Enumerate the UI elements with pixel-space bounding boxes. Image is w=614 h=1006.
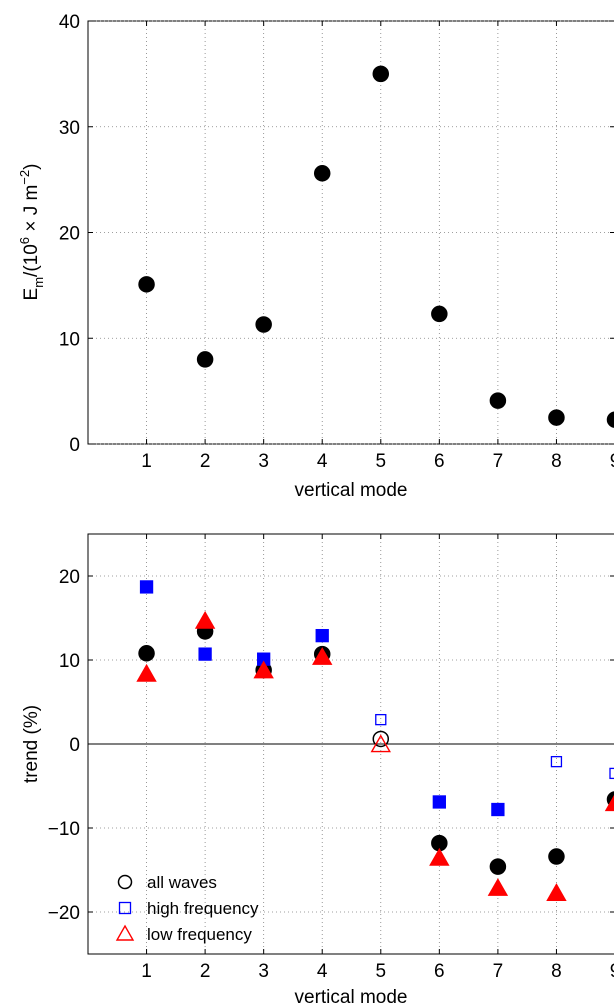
bottom-ytick-label: −10 <box>48 819 80 840</box>
top-ylabel-e: E <box>21 288 42 301</box>
legend-marker <box>117 874 133 890</box>
top-xtick-label: 9 <box>610 451 614 472</box>
bottom-point-s0 <box>372 730 390 748</box>
bottom-grid <box>88 534 614 954</box>
top-xtick-label: 2 <box>200 451 211 472</box>
bottom-xlabel: vertical mode <box>295 987 408 1006</box>
top-ylabel-sup2: −2 <box>17 170 32 185</box>
bottom-ytick-label: 0 <box>69 735 80 756</box>
bottom-point-s0 <box>489 858 507 875</box>
top-point-s0 <box>606 411 614 428</box>
bottom-point-s1 <box>315 628 329 643</box>
bottom-ticks: 1 2 3 4 5 6 7 8 9 −20 −10 0 10 20 <box>48 534 614 982</box>
top-point-s0 <box>196 351 214 368</box>
top-marks <box>138 65 614 428</box>
top-ytick-label: 20 <box>59 224 80 245</box>
panel-trend: 1 2 3 4 5 6 7 8 9 −20 −10 0 10 20 vertical mode trend… <box>21 533 614 1006</box>
bottom-ytick-label: 10 <box>59 651 80 672</box>
top-ytick-label: 40 <box>59 12 80 33</box>
top-ylabel-end: ) <box>21 164 42 170</box>
bottom-point-s2 <box>429 847 450 866</box>
top-ylabel-rest: /(10 <box>21 244 42 277</box>
top-ytick-label: 0 <box>69 435 80 456</box>
bottom-point-s1 <box>198 647 212 661</box>
top-xtick-label: 5 <box>375 451 386 472</box>
top-ylabel: Em/(106 × J m−2) <box>17 164 46 301</box>
top-point-s0 <box>138 276 155 293</box>
bottom-point-s1 <box>432 795 446 809</box>
bottom-ytick-label: −20 <box>48 903 80 924</box>
bottom-xtick-label: 7 <box>493 961 504 982</box>
top-xlabel: vertical mode <box>295 480 408 501</box>
top-point-s0 <box>548 409 565 426</box>
top-xtick-label: 6 <box>434 451 445 472</box>
bottom-xtick-label: 2 <box>200 961 211 982</box>
bottom-point-s2 <box>604 794 614 812</box>
bottom-point-s2 <box>546 883 567 901</box>
legend-label: high frequency <box>147 899 259 918</box>
top-grid <box>88 20 614 445</box>
top-ytick-label: 10 <box>59 329 80 350</box>
bottom-point-s2 <box>253 660 274 679</box>
panel-energy: 123456789010203040 vertical mode Em/(106… <box>17 12 614 501</box>
bottom-xtick-label: 9 <box>610 961 614 982</box>
top-point-s0 <box>431 305 448 323</box>
bottom-point-s1 <box>491 802 505 817</box>
top-plot-area <box>87 20 614 445</box>
top-point-s0 <box>372 65 390 83</box>
legend-label: low frequency <box>147 925 252 944</box>
bottom-ylabel: trend (%) <box>21 705 42 783</box>
top-xtick-label: 1 <box>141 451 152 472</box>
top-xtick-label: 7 <box>493 451 504 472</box>
top-xtick-label: 8 <box>551 451 562 472</box>
top-ylabel-sup: 6 <box>17 237 32 244</box>
top-xtick-label: 3 <box>258 451 269 472</box>
top-point-s0 <box>313 165 331 182</box>
top-xtick-label: 4 <box>317 451 328 472</box>
bottom-point-s2 <box>312 647 333 665</box>
bottom-point-s1 <box>609 767 614 780</box>
legend-label: all waves <box>147 873 217 892</box>
bottom-point-s1 <box>550 755 563 768</box>
bottom-marks <box>136 580 614 901</box>
bottom-point-s1 <box>375 713 387 726</box>
bottom-point-s2 <box>194 610 216 629</box>
legend: all waves high frequency low frequency <box>115 873 259 944</box>
bottom-ytick-label: 20 <box>59 567 80 588</box>
bottom-point-s0 <box>548 848 565 865</box>
bottom-xtick-label: 4 <box>317 961 328 982</box>
legend-marker <box>118 901 132 915</box>
bottom-xtick-label: 8 <box>551 961 562 982</box>
top-ytick-label: 30 <box>59 118 80 139</box>
bottom-point-s2 <box>487 878 509 896</box>
top-point-s0 <box>489 392 507 409</box>
bottom-point-s1 <box>139 580 154 594</box>
legend-marker <box>115 924 135 941</box>
bottom-xtick-label: 1 <box>141 961 152 982</box>
bottom-xtick-label: 5 <box>375 961 386 982</box>
top-ylabel-sub: m <box>31 277 46 288</box>
bottom-point-s0 <box>138 645 155 662</box>
top-point-s0 <box>255 316 272 333</box>
bottom-xtick-label: 6 <box>434 961 445 982</box>
bottom-xtick-label: 3 <box>258 961 269 982</box>
bottom-point-s2 <box>136 663 157 682</box>
top-ylabel-mid: × J m <box>21 185 42 237</box>
bottom-point-s2 <box>370 734 391 753</box>
top-ticks: 1 2 3 4 5 6 7 8 9 0 10 20 30 40 <box>59 12 614 472</box>
